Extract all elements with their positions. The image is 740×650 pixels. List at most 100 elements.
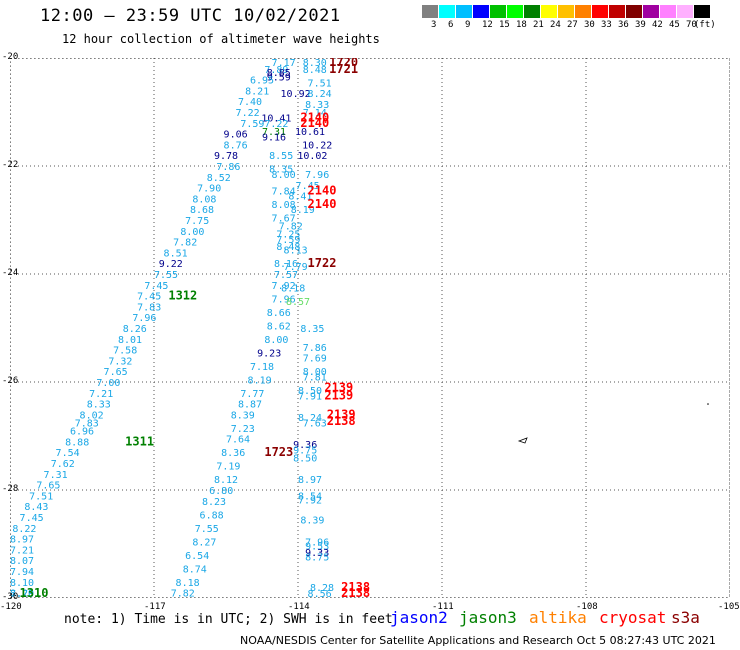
lon-tick-label: -114 bbox=[288, 602, 310, 612]
legend-label: 15 bbox=[499, 20, 510, 30]
wave-height-label: 7.23 bbox=[231, 424, 255, 435]
wave-height-label: 7.18 bbox=[250, 362, 274, 373]
lon-tick-label: -117 bbox=[144, 602, 166, 612]
wave-height-label: 8.87 bbox=[238, 400, 262, 411]
wave-height-label: 8.54 bbox=[298, 491, 322, 502]
lon-tick-label: -120 bbox=[0, 602, 22, 612]
wave-height-label: 8.24 bbox=[298, 413, 322, 424]
wave-height-label: 7.21 bbox=[89, 389, 113, 400]
wave-height-label: 8.12 bbox=[214, 475, 238, 486]
wave-height-label: 7.83 bbox=[75, 419, 99, 430]
wave-height-label: 10.41 bbox=[261, 113, 291, 124]
wave-height-label: 8.00 bbox=[264, 335, 288, 346]
wave-height-label: 8.62 bbox=[267, 321, 291, 332]
pass-time-label: 1311 bbox=[125, 434, 154, 448]
satellite-label: cryosat bbox=[599, 608, 667, 627]
legend-label: 33 bbox=[601, 20, 612, 30]
wave-height-label: 7.83 bbox=[137, 302, 161, 313]
legend-swatch bbox=[643, 5, 660, 18]
wave-height-label: 8.23 bbox=[202, 497, 226, 508]
legend-swatch bbox=[609, 5, 626, 18]
wave-height-label: 7.92 bbox=[298, 496, 322, 507]
credit-line: NOAA/NESDIS Center for Satellite Applica… bbox=[240, 634, 716, 647]
wave-height-label: 10.61 bbox=[295, 127, 325, 138]
wave-height-map: 7.177.898.859.596.958.21 10.927.407.22 10.… bbox=[10, 58, 730, 598]
wave-height-label: 8.28 bbox=[310, 583, 334, 594]
wave-height-label: 7.51 bbox=[308, 78, 332, 89]
wave-height-label: 10.92 bbox=[281, 89, 311, 100]
wave-height-label: 7.69 bbox=[303, 354, 327, 365]
wave-height-label: 7.31 bbox=[262, 127, 286, 138]
legend-swatch bbox=[439, 5, 456, 18]
wave-height-label: 6.54 bbox=[185, 551, 209, 562]
wave-height-label: 8.29 bbox=[10, 589, 34, 598]
wave-height-label: 8.39 bbox=[231, 410, 255, 421]
legend-swatch bbox=[473, 5, 490, 18]
wave-height-label: 8.51 bbox=[164, 248, 188, 259]
wave-height-label: 7.45 bbox=[296, 181, 320, 192]
wave-height-label: 8.08 bbox=[272, 200, 296, 211]
wave-height-label: 8.27 bbox=[192, 537, 216, 548]
wave-height-label: 8.00 bbox=[180, 227, 204, 238]
wave-height-label: 7.55 bbox=[154, 270, 178, 281]
wave-height-label: 7.89 bbox=[264, 65, 288, 76]
wave-height-label: 7.55 bbox=[195, 524, 219, 535]
pass-time-label: 2139 bbox=[324, 389, 353, 403]
legend-label: 42 bbox=[652, 20, 663, 30]
wave-height-label: 8.88 bbox=[65, 437, 89, 448]
wave-height-label: 8.85 bbox=[267, 68, 291, 79]
wave-height-label: 7.40 bbox=[238, 97, 262, 108]
pass-time-label: 2140 bbox=[308, 197, 337, 211]
wave-height-label: 7.86 bbox=[216, 162, 240, 173]
wave-height-label: 8.22 bbox=[12, 524, 36, 535]
wave-height-label: 6.95 bbox=[250, 76, 274, 87]
wave-height-label: 7.96 bbox=[305, 537, 329, 548]
wave-height-label: 9.33 bbox=[305, 548, 329, 559]
wave-height-label: 8.07 bbox=[10, 556, 34, 567]
pass-time-label: 1723 bbox=[264, 445, 293, 459]
wave-height-label: 8.35 bbox=[300, 324, 324, 335]
legend-label: 12 bbox=[482, 20, 493, 30]
wave-height-label: 8.19 bbox=[291, 205, 315, 216]
legend-swatch bbox=[524, 5, 541, 18]
wave-height-label: 8.55 bbox=[269, 151, 293, 162]
wave-height-label: 7.79 bbox=[284, 262, 308, 273]
legend-swatch bbox=[626, 5, 643, 18]
wave-height-label: 7.84 bbox=[272, 186, 296, 197]
legend-label: 30 bbox=[584, 20, 595, 30]
wave-height-label: 8.50 bbox=[298, 386, 322, 397]
wave-height-label: 7.45 bbox=[144, 281, 168, 292]
wave-height-label: 8.19 bbox=[248, 375, 272, 386]
lon-tick-label: -111 bbox=[432, 602, 454, 612]
legend-label: 27 bbox=[567, 20, 578, 30]
wave-height-label: 8.57 bbox=[286, 297, 310, 308]
wave-height-label: 8.33 bbox=[305, 100, 329, 111]
wave-height-label: 8.13 bbox=[284, 246, 308, 257]
pass-time-label: 2139 bbox=[324, 380, 353, 394]
legend-label: 6 bbox=[448, 20, 454, 30]
legend-label: (ft) bbox=[694, 20, 716, 30]
lat-tick-label: -24 bbox=[2, 268, 19, 278]
pass-time-label: 2140 bbox=[308, 183, 337, 197]
wave-height-label: 6.88 bbox=[200, 510, 224, 521]
wave-height-label: 8.74 bbox=[183, 564, 207, 575]
legend-swatch bbox=[694, 5, 711, 18]
wave-height-label: 7.96 bbox=[272, 294, 296, 305]
legend-label: 39 bbox=[635, 20, 646, 30]
legend-swatch bbox=[507, 5, 524, 18]
wave-height-label: 8.08 bbox=[192, 194, 216, 205]
legend-swatch bbox=[456, 5, 473, 18]
wave-height-label: 7.94 bbox=[10, 567, 34, 578]
wave-height-label: 7.82 bbox=[279, 221, 303, 232]
wave-height-label: 7.22 bbox=[236, 108, 260, 119]
wave-height-label: 7.90 bbox=[197, 184, 221, 195]
lon-tick-label: -108 bbox=[576, 602, 598, 612]
legend-swatch bbox=[422, 5, 439, 18]
wave-height-label: 7.22 bbox=[264, 119, 288, 130]
wave-height-label: 8.21 bbox=[245, 86, 269, 97]
wave-height-label: 7.67 bbox=[272, 213, 296, 224]
pass-time-label: 1722 bbox=[308, 256, 337, 270]
wave-height-label: 8.68 bbox=[190, 205, 214, 216]
pass-time-label: 1720 bbox=[329, 58, 358, 69]
wave-height-label: 8.52 bbox=[207, 173, 231, 184]
